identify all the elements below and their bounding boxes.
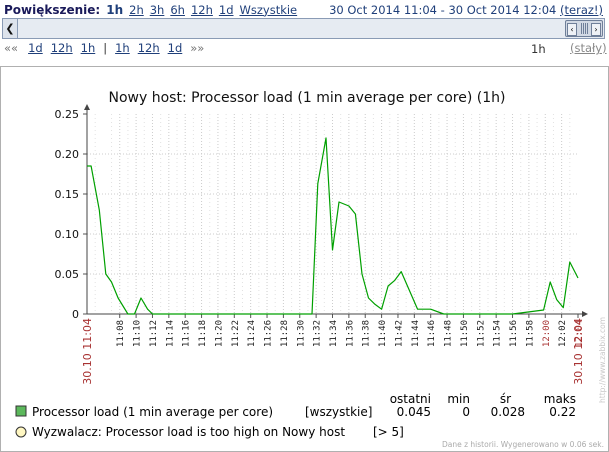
x-tick-label: 11:14 bbox=[165, 320, 175, 347]
legend-header-avg: śr bbox=[500, 392, 511, 406]
legend-series-func: [wszystkie] bbox=[305, 405, 372, 419]
x-tick-label: 11:26 bbox=[264, 320, 274, 347]
x-tick-label: 11:16 bbox=[182, 320, 192, 347]
back-1d-link[interactable]: 1d bbox=[28, 41, 43, 55]
trigger-indicator-icon bbox=[15, 426, 27, 438]
x-tick-label: 12:00 bbox=[542, 320, 552, 347]
legend-series-avg: 0.028 bbox=[491, 405, 525, 419]
x-tick-label: 11:44 bbox=[411, 320, 421, 347]
back-12h-link[interactable]: 12h bbox=[50, 41, 73, 55]
chart-grid bbox=[87, 114, 578, 314]
scrollbar-thumb[interactable]: ‹ › bbox=[565, 20, 603, 37]
x-tick-label: 11:46 bbox=[427, 320, 437, 347]
legend-series-max: 0.22 bbox=[549, 405, 576, 419]
x-tick-label: 11:58 bbox=[525, 320, 535, 347]
thumb-right-handle-icon[interactable]: › bbox=[591, 23, 601, 36]
forward-12h-link[interactable]: 12h bbox=[137, 41, 160, 55]
x-tick-label: 11:50 bbox=[460, 320, 470, 347]
x-end-label: 30.10 12:04 bbox=[572, 318, 585, 385]
chart-title: Nowy host: Processor load (1 min average… bbox=[109, 90, 506, 106]
x-tick-label: 11:18 bbox=[198, 320, 208, 347]
legend-trigger-label: Wyzwalacz: Processor load is too high on… bbox=[32, 425, 345, 439]
zoom-1h-link[interactable]: 1h bbox=[106, 2, 124, 17]
legend-header-max: maks bbox=[544, 392, 576, 406]
legend-series-label: Processor load (1 min average per core) bbox=[32, 405, 273, 419]
back-1h-link[interactable]: 1h bbox=[80, 41, 96, 55]
zoom-6h-link[interactable]: 6h bbox=[170, 2, 185, 17]
x-axis: 11:08 11:10 11:12 11:14 11:16 11:18 11:20 11:22… bbox=[81, 311, 588, 385]
x-tick-label: 11:30 bbox=[296, 320, 306, 347]
timeline-scrollbar[interactable]: ❮ ‹ › bbox=[2, 18, 605, 39]
y-tick-label: 0.05 bbox=[55, 268, 80, 281]
zoom-all-link[interactable]: Wszystkie bbox=[239, 2, 298, 17]
zoom-label: Powiększenie: bbox=[4, 2, 101, 17]
grip-icon bbox=[581, 23, 588, 34]
legend-series-swatch bbox=[15, 405, 27, 417]
series-layer bbox=[87, 137, 579, 315]
x-axis-arrow-icon bbox=[582, 311, 588, 317]
thumb-left-handle-icon[interactable]: ‹ bbox=[567, 23, 577, 36]
period-dash: - bbox=[440, 3, 445, 17]
graph-panel: Nowy host: Processor load (1 min average… bbox=[0, 66, 609, 452]
zoom-options: 1h 2h 3h 6h 12h 1d Wszystkie bbox=[106, 3, 297, 17]
x-tick-label: 12:02 bbox=[558, 320, 568, 347]
fixed-toggle-link[interactable]: (stały) bbox=[570, 41, 607, 55]
legend-trigger-condition: [> 5] bbox=[373, 425, 404, 439]
x-tick-label: 12:04 bbox=[575, 320, 585, 347]
series-line bbox=[87, 137, 579, 315]
period-now-link[interactable]: (teraz!) bbox=[560, 3, 603, 17]
x-tick-label: 11:36 bbox=[345, 320, 355, 347]
x-tick-label: 11:10 bbox=[133, 320, 143, 347]
period-span: 1h bbox=[531, 42, 546, 56]
zoom-2h-link[interactable]: 2h bbox=[129, 2, 144, 17]
legend-header-last: ostatni bbox=[390, 392, 431, 406]
x-tick-label: 11:52 bbox=[476, 320, 486, 347]
x-tick-label: 11:22 bbox=[231, 320, 241, 347]
legend-header-min: min bbox=[447, 392, 470, 406]
scroll-left-button[interactable]: ❮ bbox=[3, 19, 18, 38]
y-tick-label: 0 bbox=[72, 308, 79, 321]
back-arrows-icon: «« bbox=[4, 41, 19, 55]
x-tick-label: 11:56 bbox=[509, 320, 519, 347]
x-tick-label: 11:12 bbox=[149, 320, 159, 347]
period-range: 30 Oct 2014 11:04 - 30 Oct 2014 12:04 (t… bbox=[329, 3, 603, 17]
forward-arrows-icon: »» bbox=[190, 41, 205, 55]
nav-separator: | bbox=[103, 41, 108, 55]
period-navigation: «« 1d 12h 1h | 1h 12h 1d »» 1h (stały) bbox=[0, 39, 609, 57]
x-start-label: 30.10 11:04 bbox=[81, 318, 94, 385]
y-tick-label: 0.25 bbox=[55, 108, 80, 121]
period-from: 30 Oct 2014 11:04 bbox=[329, 3, 437, 17]
x-tick-label: 11:28 bbox=[280, 320, 290, 347]
period-to: 30 Oct 2014 12:04 bbox=[448, 3, 557, 17]
legend-series-min: 0 bbox=[462, 405, 470, 419]
chart-svg[interactable]: Nowy host: Processor load (1 min average… bbox=[1, 67, 608, 451]
zabbix-watermark: http://www.zabbix.com bbox=[598, 317, 607, 403]
x-tick-label: 11:48 bbox=[444, 320, 454, 347]
y-tick-label: 0.15 bbox=[55, 188, 80, 201]
zoom-1d-link[interactable]: 1d bbox=[218, 2, 234, 17]
zoom-3h-link[interactable]: 3h bbox=[149, 2, 165, 17]
x-tick-label: 11:24 bbox=[247, 320, 257, 347]
y-tick-label: 0.20 bbox=[55, 148, 80, 161]
x-tick-label: 11:20 bbox=[214, 320, 224, 347]
x-tick-label: 11:34 bbox=[329, 320, 339, 347]
x-tick-label: 11:40 bbox=[378, 320, 388, 347]
y-tick-label: 0.10 bbox=[55, 228, 80, 241]
y-axis: 0.25 0.20 0.15 0.10 0.05 0 bbox=[55, 104, 90, 321]
x-tick-label: 11:08 bbox=[116, 320, 126, 347]
chevron-left-icon: ❮ bbox=[5, 22, 15, 35]
x-tick-label: 11:42 bbox=[394, 320, 404, 347]
forward-1h-link[interactable]: 1h bbox=[115, 41, 130, 55]
forward-1d-link[interactable]: 1d bbox=[167, 41, 183, 55]
y-axis-arrow-icon bbox=[84, 104, 90, 110]
zoom-12h-link[interactable]: 12h bbox=[190, 2, 213, 17]
generation-footer: Dane z historii. Wygenerowano w 0.06 sek… bbox=[442, 440, 604, 449]
x-tick-label: 11:54 bbox=[493, 320, 503, 347]
zoom-bar: Powiększenie: 1h 2h 3h 6h 12h 1d Wszystk… bbox=[0, 0, 609, 19]
x-tick-label: 11:38 bbox=[362, 320, 372, 347]
x-tick-label: 11:32 bbox=[313, 320, 323, 347]
legend-series-last: 0.045 bbox=[397, 405, 431, 419]
